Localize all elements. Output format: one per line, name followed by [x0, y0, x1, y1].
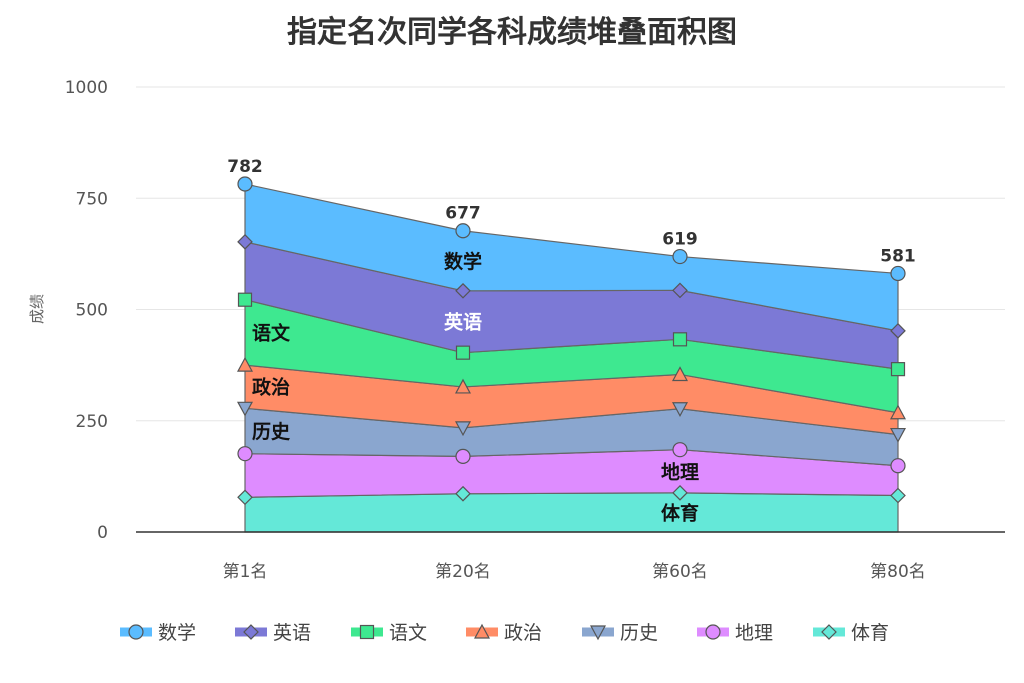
legend-label: 数学: [158, 622, 196, 644]
x-tick-label: 第60名: [652, 562, 708, 582]
legend-marker: [359, 624, 375, 640]
data-point-政治: [671, 366, 689, 382]
data-point-语文: [237, 292, 253, 307]
data-point-地理: [890, 458, 906, 474]
marker-layer: [236, 176, 907, 506]
data-point-政治: [236, 356, 254, 372]
legend-item-数学[interactable]: 数学: [120, 622, 196, 644]
y-tick-label: 750: [76, 189, 108, 209]
data-point-历史: [454, 421, 472, 437]
series-label: 英语: [444, 311, 482, 334]
data-point-政治: [454, 378, 472, 394]
series-label: 数学: [444, 250, 482, 273]
label-layer: 体育 地理 历史 政治 语文 英语 数学 782 677 619 581: [226, 156, 918, 525]
y-tick-label: 500: [76, 301, 108, 321]
data-point-历史: [889, 427, 907, 443]
data-point-英语: [455, 282, 471, 299]
data-point-数学: [455, 223, 471, 239]
series-label: 体育: [661, 501, 699, 524]
total-data-label: 782: [227, 157, 263, 177]
data-point-体育: [237, 489, 253, 506]
legend[interactable]: 数学 英语 语文 政治 历史 地理 体育: [120, 622, 889, 644]
chart-title: 指定名次同学各科成绩堆叠面积图: [287, 15, 737, 50]
y-tick-label: 250: [76, 412, 108, 432]
legend-label: 体育: [851, 622, 889, 644]
legend-item-语文[interactable]: 语文: [351, 622, 427, 644]
legend-marker: [243, 624, 259, 640]
data-point-语文: [890, 362, 906, 377]
data-point-地理: [237, 446, 253, 462]
legend-label: 英语: [273, 622, 311, 644]
legend-marker: [589, 625, 607, 641]
legend-item-历史[interactable]: 历史: [582, 622, 658, 644]
data-point-政治: [889, 404, 907, 420]
legend-label: 地理: [735, 622, 773, 644]
data-point-历史: [671, 402, 689, 418]
data-point-地理: [672, 442, 688, 458]
data-point-语文: [455, 345, 471, 360]
data-point-数学: [237, 176, 253, 192]
legend-item-体育[interactable]: 体育: [813, 622, 889, 644]
legend-label: 语文: [389, 622, 427, 644]
data-point-英语: [237, 234, 253, 250]
legend-label: 政治: [504, 622, 542, 644]
y-tick-label: 1000: [65, 78, 108, 98]
data-point-体育: [890, 487, 906, 504]
data-point-历史: [236, 401, 254, 417]
data-point-英语: [672, 282, 688, 299]
data-point-英语: [890, 323, 906, 339]
data-point-数学: [672, 248, 688, 265]
data-point-体育: [672, 484, 688, 501]
series-label: 语文: [252, 321, 291, 344]
legend-item-英语[interactable]: 英语: [235, 622, 311, 644]
data-point-语文: [672, 332, 688, 347]
legend-marker: [821, 624, 837, 640]
legend-item-地理[interactable]: 地理: [697, 622, 773, 644]
data-point-数学: [890, 265, 906, 282]
data-point-体育: [455, 485, 471, 502]
total-data-label: 677: [445, 204, 481, 224]
legend-item-政治[interactable]: 政治: [466, 622, 542, 644]
series-label: 地理: [661, 460, 699, 483]
legend-marker: [128, 624, 144, 640]
series-label: 政治: [252, 376, 290, 399]
area-layer: [244, 183, 899, 533]
legend-marker: [473, 623, 491, 639]
legend-label: 历史: [620, 622, 658, 644]
x-tick-label: 第20名: [435, 562, 491, 582]
x-tick-label: 第80名: [870, 562, 926, 582]
total-data-label: 581: [880, 246, 916, 266]
series-label: 历史: [252, 421, 291, 443]
total-data-label: 619: [662, 230, 698, 250]
x-tick-label: 第1名: [223, 562, 268, 582]
data-point-地理: [455, 448, 471, 464]
y-tick-label: 0: [97, 523, 108, 543]
legend-marker: [705, 624, 721, 640]
y-axis-label: 成绩: [28, 294, 46, 324]
area-体育: [244, 492, 899, 533]
axis-layer: 第1名 第20名 第60名 第80名: [136, 531, 1005, 582]
